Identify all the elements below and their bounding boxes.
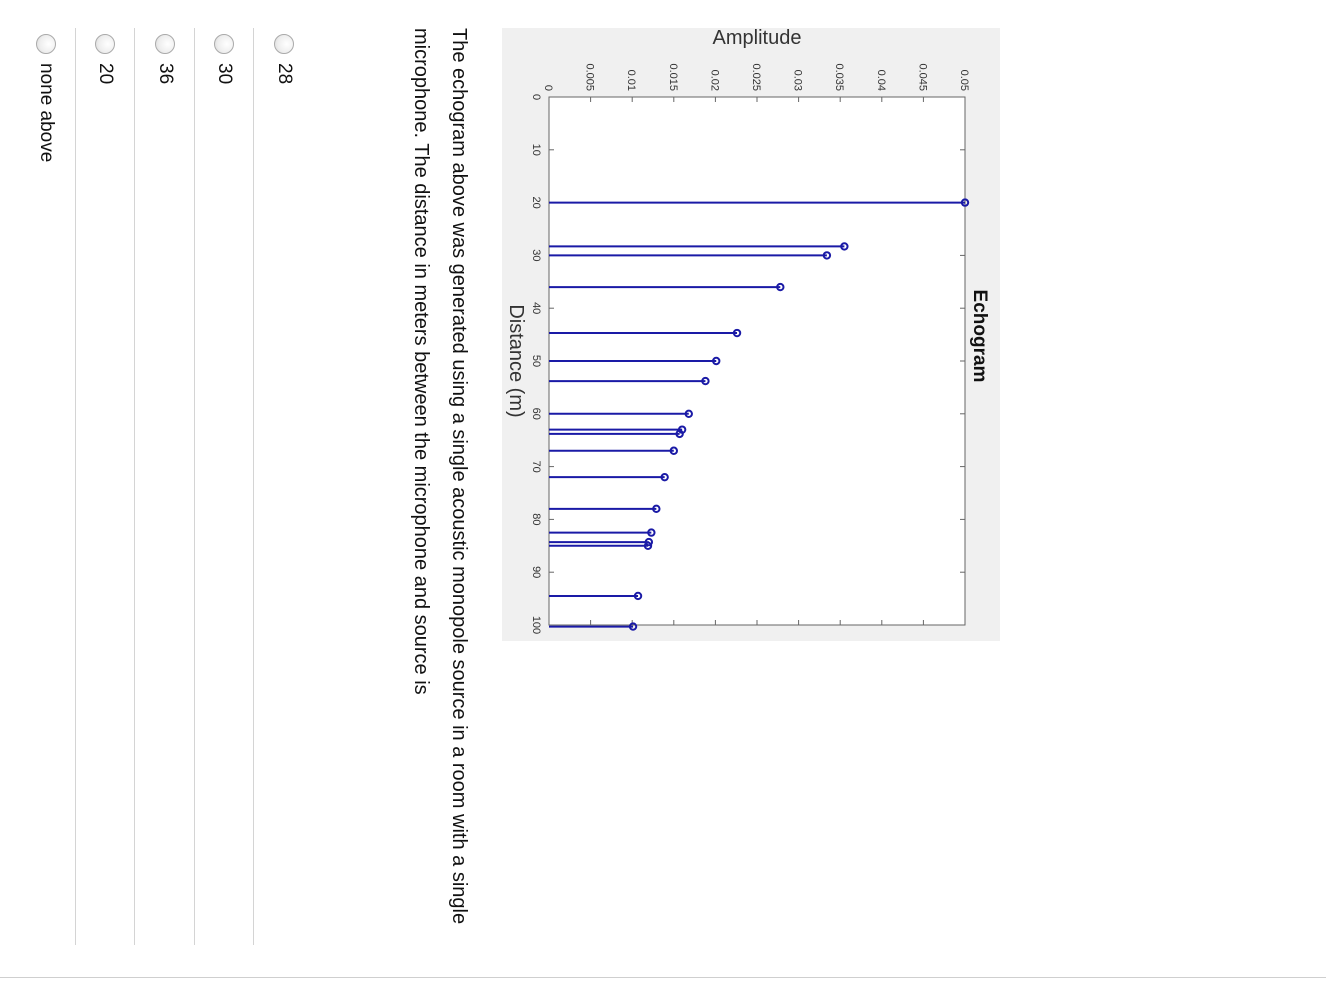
y-tick-label: 0.045: [916, 63, 928, 91]
y-tick-label: 0.035: [833, 63, 845, 91]
stem-marker: [675, 429, 684, 439]
choice-label: 30: [214, 63, 236, 85]
choice-row-28[interactable]: 28: [255, 28, 315, 945]
stem-marker: [660, 472, 669, 482]
x-tick-label: 70: [530, 460, 542, 472]
y-tick-label: 0: [542, 85, 554, 91]
bottom-divider: [0, 977, 1326, 978]
choice-row-36[interactable]: 36: [135, 28, 195, 945]
stem-marker: [669, 446, 678, 455]
x-tick-label: 40: [530, 302, 542, 314]
y-tick-label: 0.025: [750, 63, 762, 91]
stem-marker: [776, 282, 785, 292]
quiz-content: Echogram 0 10 20 30 40 50 60 70 80 90 100 0 0.005 0.0…: [0, 28, 1000, 973]
y-tick-label: 0.03: [792, 70, 804, 91]
choice-row-none-above[interactable]: none above: [16, 28, 76, 945]
stem-series: [549, 198, 970, 631]
echogram-figure: Echogram 0 10 20 30 40 50 60 70 80 90 100 0 0.005 0.0…: [502, 28, 1000, 641]
echogram-chart: Echogram 0 10 20 30 40 50 60 70 80 90 100 0 0.005 0.0…: [505, 28, 990, 634]
x-tick-label: 20: [530, 196, 542, 208]
stem-marker: [732, 328, 742, 338]
axis-ticks: 0 10 20 30 40 50 60 70 80 90 100 0 0.005 0.01 0.015 0.0…: [530, 63, 970, 634]
x-tick-label: 30: [530, 249, 542, 261]
radio-button-icon[interactable]: [95, 34, 116, 54]
y-tick-label: 0.015: [667, 63, 679, 91]
y-tick-label: 0.04: [875, 70, 887, 91]
x-tick-label: 50: [530, 355, 542, 367]
y-tick-label: 0.01: [625, 70, 637, 91]
x-tick-label: 90: [530, 566, 542, 578]
x-tick-label: 10: [530, 144, 542, 156]
x-tick-label: 80: [530, 513, 542, 525]
stem-marker: [652, 504, 661, 514]
stem-marker: [701, 376, 710, 386]
y-axis-label: Amplitude: [713, 28, 802, 49]
stem-marker: [633, 591, 643, 601]
choice-label: 20: [95, 63, 117, 85]
stem-marker: [960, 198, 970, 207]
x-tick-label: 60: [530, 408, 542, 420]
x-axis-label: Distance (m): [505, 304, 527, 417]
chart-title: Echogram: [969, 290, 990, 383]
radio-button-icon[interactable]: [35, 34, 56, 54]
y-tick-label: 0.05: [958, 70, 970, 91]
stem-marker: [822, 251, 832, 260]
x-tick-label: 0: [530, 94, 542, 100]
stem-marker: [644, 537, 654, 547]
stem-marker: [684, 409, 693, 418]
stem-marker: [712, 356, 721, 366]
x-tick-label: 100: [530, 616, 542, 634]
stem-marker: [643, 541, 653, 550]
choice-label: none above: [35, 63, 57, 163]
choice-label: 36: [154, 63, 176, 85]
stem-marker: [647, 528, 656, 537]
y-tick-label: 0.02: [708, 70, 720, 91]
answer-choices: 28 30 36 20 none above: [16, 28, 315, 945]
stem-marker: [628, 622, 638, 631]
choice-row-30[interactable]: 30: [195, 28, 255, 945]
choice-label: 28: [274, 63, 296, 85]
stem-marker: [840, 242, 849, 251]
y-tick-label: 0.005: [584, 63, 596, 91]
radio-button-icon[interactable]: [274, 34, 295, 54]
radio-button-icon[interactable]: [154, 34, 175, 54]
choice-row-20[interactable]: 20: [76, 28, 136, 945]
question-text: The echogram above was generated using a…: [410, 28, 470, 925]
radio-button-icon[interactable]: [214, 34, 235, 54]
